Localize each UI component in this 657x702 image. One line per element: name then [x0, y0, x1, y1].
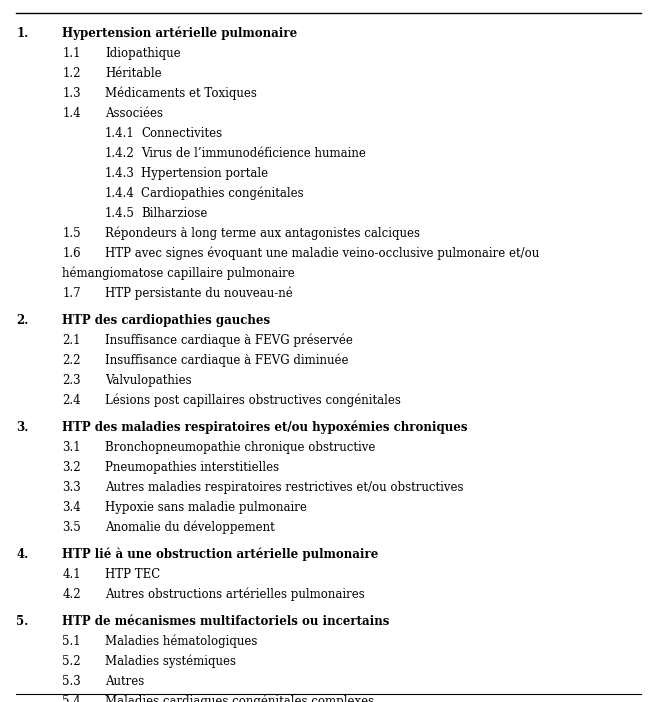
Text: 5.1: 5.1: [62, 635, 81, 648]
Text: 3.: 3.: [16, 420, 29, 434]
Text: Hypertension portale: Hypertension portale: [141, 166, 268, 180]
Text: 2.4: 2.4: [62, 394, 81, 407]
Text: Répondeurs à long terme aux antagonistes calciques: Répondeurs à long terme aux antagonistes…: [105, 227, 420, 240]
Text: 1.3: 1.3: [62, 86, 81, 100]
Text: Valvulopathies: Valvulopathies: [105, 373, 192, 387]
Text: Hypertension artérielle pulmonaire: Hypertension artérielle pulmonaire: [62, 27, 298, 40]
Text: 3.5: 3.5: [62, 521, 81, 534]
Text: 1.7: 1.7: [62, 286, 81, 300]
Text: 5.: 5.: [16, 615, 29, 628]
Text: Maladies hématologiques: Maladies hématologiques: [105, 635, 258, 649]
Text: 3.1: 3.1: [62, 441, 81, 454]
Text: Associées: Associées: [105, 107, 163, 120]
Text: 4.1: 4.1: [62, 568, 81, 581]
Text: 1.2: 1.2: [62, 67, 81, 80]
Text: 2.2: 2.2: [62, 354, 81, 367]
Text: 1.1: 1.1: [62, 46, 81, 60]
Text: 1.6: 1.6: [62, 246, 81, 260]
Text: 5.4: 5.4: [62, 695, 81, 702]
Text: Virus de l’immunodéficience humaine: Virus de l’immunodéficience humaine: [141, 147, 366, 160]
Text: Autres: Autres: [105, 675, 145, 688]
Text: Hypoxie sans maladie pulmonaire: Hypoxie sans maladie pulmonaire: [105, 501, 307, 514]
Text: Maladies cardiaques congénitales complexes: Maladies cardiaques congénitales complex…: [105, 695, 374, 702]
Text: Héritable: Héritable: [105, 67, 162, 80]
Text: 1.5: 1.5: [62, 227, 81, 240]
Text: HTP TEC: HTP TEC: [105, 568, 160, 581]
Text: Insuffisance cardiaque à FEVG préservée: Insuffisance cardiaque à FEVG préservée: [105, 333, 353, 347]
Text: 2.: 2.: [16, 314, 29, 327]
Text: Autres obstructions artérielles pulmonaires: Autres obstructions artérielles pulmonai…: [105, 588, 365, 602]
Text: 3.3: 3.3: [62, 481, 81, 494]
Text: 2.3: 2.3: [62, 373, 81, 387]
Text: Pneumopathies interstitielles: Pneumopathies interstitielles: [105, 461, 279, 474]
Text: 1.: 1.: [16, 27, 29, 40]
Text: 4.: 4.: [16, 548, 29, 561]
Text: HTP persistante du nouveau-né: HTP persistante du nouveau-né: [105, 286, 293, 300]
Text: 3.4: 3.4: [62, 501, 81, 514]
Text: Médicaments et Toxiques: Médicaments et Toxiques: [105, 86, 257, 100]
Text: 1.4.4: 1.4.4: [105, 187, 135, 200]
Text: 1.4.2: 1.4.2: [105, 147, 135, 160]
Text: Bronchopneumopathie chronique obstructive: Bronchopneumopathie chronique obstructiv…: [105, 441, 376, 454]
Text: 1.4.3: 1.4.3: [105, 166, 135, 180]
Text: HTP avec signes évoquant une maladie veino-occlusive pulmonaire et/ou: HTP avec signes évoquant une maladie vei…: [105, 246, 539, 260]
Text: Autres maladies respiratoires restrictives et/ou obstructives: Autres maladies respiratoires restrictiv…: [105, 481, 464, 494]
Text: Bilharziose: Bilharziose: [141, 206, 208, 220]
Text: 2.1: 2.1: [62, 333, 81, 347]
Text: 1.4.1: 1.4.1: [105, 126, 135, 140]
Text: 1.4.5: 1.4.5: [105, 206, 135, 220]
Text: 1.4: 1.4: [62, 107, 81, 120]
Text: Anomalie du développement: Anomalie du développement: [105, 521, 275, 534]
Text: Insuffisance cardiaque à FEVG diminuée: Insuffisance cardiaque à FEVG diminuée: [105, 354, 349, 367]
Text: 5.3: 5.3: [62, 675, 81, 688]
Text: 5.2: 5.2: [62, 655, 81, 668]
Text: Connectivites: Connectivites: [141, 126, 222, 140]
Text: hémangiomatose capillaire pulmonaire: hémangiomatose capillaire pulmonaire: [62, 267, 295, 280]
Text: 4.2: 4.2: [62, 588, 81, 601]
Text: HTP des maladies respiratoires et/ou hypoxémies chroniques: HTP des maladies respiratoires et/ou hyp…: [62, 420, 468, 435]
Text: HTP lié à une obstruction artérielle pulmonaire: HTP lié à une obstruction artérielle pul…: [62, 548, 379, 562]
Text: HTP de mécanismes multifactoriels ou incertains: HTP de mécanismes multifactoriels ou inc…: [62, 615, 390, 628]
Text: HTP des cardiopathies gauches: HTP des cardiopathies gauches: [62, 314, 271, 327]
Text: Cardiopathies congénitales: Cardiopathies congénitales: [141, 187, 304, 200]
Text: Maladies systémiques: Maladies systémiques: [105, 655, 236, 668]
Text: Lésions post capillaires obstructives congénitales: Lésions post capillaires obstructives co…: [105, 394, 401, 407]
Text: 3.2: 3.2: [62, 461, 81, 474]
Text: Idiopathique: Idiopathique: [105, 46, 181, 60]
